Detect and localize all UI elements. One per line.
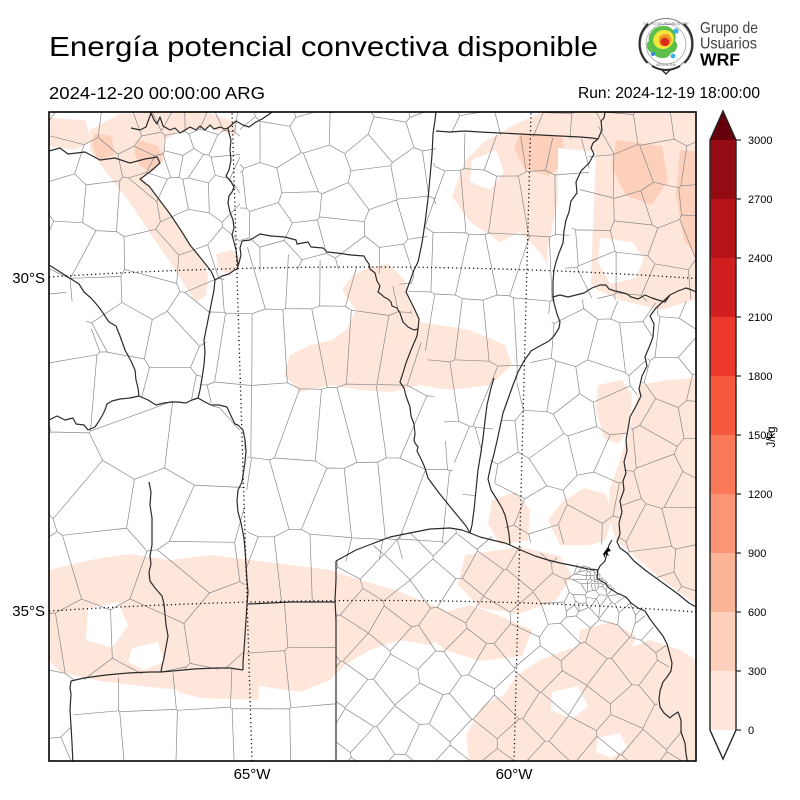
svg-text:60°W: 60°W [496, 766, 534, 783]
svg-text:Usuarios: Usuarios [700, 36, 757, 53]
svg-text:J/kg: J/kg [766, 426, 778, 447]
svg-text:1500: 1500 [748, 430, 772, 442]
svg-text:2700: 2700 [748, 194, 772, 206]
svg-text:Grupo de: Grupo de [700, 20, 758, 37]
svg-text:65°W: 65°W [234, 766, 272, 783]
svg-text:Energía potencial convectiva d: Energía potencial convectiva disponible [49, 31, 598, 62]
svg-text:3000: 3000 [748, 135, 772, 147]
svg-text:GRUPO DE USUARIOS WRF: GRUPO DE USUARIOS WRF [643, 22, 688, 26]
svg-text:0: 0 [748, 725, 754, 737]
svg-text:900: 900 [748, 548, 766, 560]
svg-text:30°S: 30°S [12, 270, 45, 287]
svg-text:600: 600 [748, 607, 766, 619]
svg-text:300: 300 [748, 666, 766, 678]
svg-text:ARGENTINA: ARGENTINA [656, 63, 677, 67]
svg-text:2100: 2100 [748, 312, 772, 324]
svg-text:1200: 1200 [748, 489, 772, 501]
svg-text:Run: 2024-12-19 18:00:00: Run: 2024-12-19 18:00:00 [578, 85, 760, 102]
svg-text:2400: 2400 [748, 253, 772, 265]
svg-text:WRF: WRF [700, 50, 740, 70]
svg-text:1800: 1800 [748, 371, 772, 383]
svg-text:2024-12-20 00:00:00 ARG: 2024-12-20 00:00:00 ARG [49, 83, 265, 103]
svg-text:35°S: 35°S [12, 603, 45, 620]
